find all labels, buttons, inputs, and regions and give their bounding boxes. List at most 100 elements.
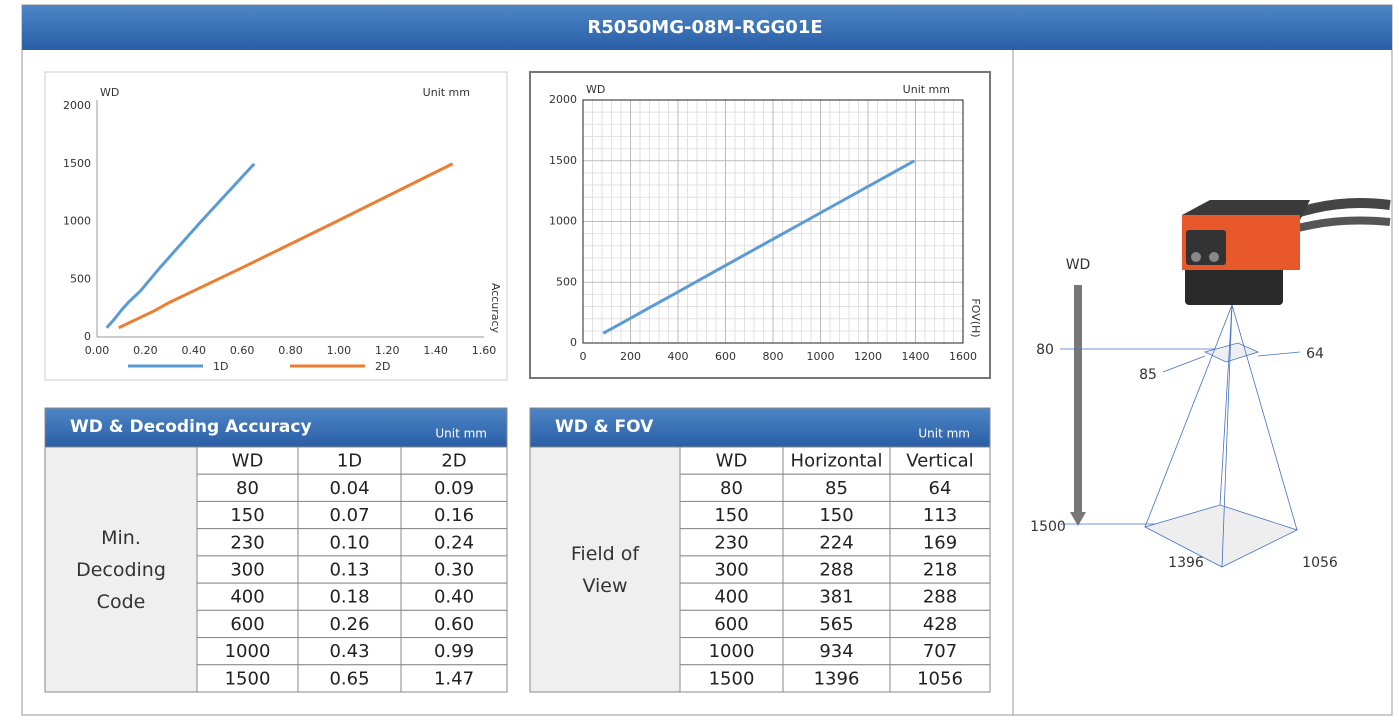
y-axis-label: WD — [586, 83, 605, 96]
table-value: 150 — [819, 505, 853, 526]
table-value: 0.24 — [434, 532, 474, 553]
column-header: 1D — [337, 451, 362, 472]
wd-label: WD — [1066, 257, 1091, 273]
table-value: 300 — [230, 560, 264, 581]
x-tick-label: 400 — [668, 350, 689, 363]
x-tick-label: 1.00 — [327, 344, 352, 357]
table-value: 400 — [230, 587, 264, 608]
row-header-text: Field of View — [530, 447, 680, 692]
x-tick-label: 800 — [763, 350, 784, 363]
x-tick-label: 1200 — [854, 350, 882, 363]
table-value: 288 — [819, 560, 853, 581]
unit-label: Unit mm — [903, 83, 950, 96]
y-tick-label: 1500 — [63, 157, 91, 170]
table-value: 934 — [819, 641, 853, 662]
legend-label: 1D — [213, 360, 228, 373]
table-value: 0.18 — [329, 587, 369, 608]
x-tick-label: 0.40 — [182, 344, 207, 357]
table-value: 230 — [230, 532, 264, 553]
table-value: 0.04 — [329, 478, 369, 499]
table-value: 600 — [714, 614, 748, 635]
x-tick-label: 200 — [620, 350, 641, 363]
table-value: 64 — [929, 478, 952, 499]
table-value: 707 — [923, 641, 957, 662]
table-value: 0.26 — [329, 614, 369, 635]
table-value: 381 — [819, 587, 853, 608]
table-value: 0.07 — [329, 505, 369, 526]
x-tick-label: 600 — [715, 350, 736, 363]
table-value: 1.47 — [434, 668, 474, 689]
x-axis-label: Accuracy — [489, 283, 502, 334]
near-h: 85 — [1139, 367, 1157, 383]
table-value: 0.16 — [434, 505, 474, 526]
x-tick-label: 0.20 — [133, 344, 158, 357]
table-value: 218 — [923, 560, 957, 581]
table-value: 224 — [819, 532, 853, 553]
x-tick-label: 1.20 — [375, 344, 400, 357]
chart-box — [530, 72, 990, 378]
column-header: WD — [232, 451, 264, 472]
table-value: 428 — [923, 614, 957, 635]
table-value: 0.09 — [434, 478, 474, 499]
y-tick-label: 1000 — [549, 215, 577, 228]
x-axis-label: FOV(H) — [969, 298, 982, 337]
x-tick-label: 1400 — [902, 350, 930, 363]
near-wd: 80 — [1036, 342, 1054, 358]
table-unit: Unit mm — [918, 427, 970, 441]
far-v: 1056 — [1302, 555, 1338, 571]
chart-box — [45, 72, 507, 380]
table-value: 85 — [825, 478, 848, 499]
y-tick-label: 0 — [84, 330, 91, 343]
row-header: Min. Decoding Code — [45, 447, 197, 692]
table-value: 1500 — [225, 668, 271, 689]
table-title: WD & Decoding Accuracy — [70, 417, 312, 437]
row-header-text: Min. Decoding Code — [45, 447, 197, 692]
y-tick-label: 500 — [556, 275, 577, 288]
y-tick-label: 0 — [570, 336, 577, 349]
table-value: 1396 — [814, 668, 860, 689]
table-unit: Unit mm — [435, 427, 487, 441]
x-tick-label: 1.40 — [423, 344, 448, 357]
header-title: R5050MG-08M-RGG01E — [587, 17, 822, 38]
table-title: WD & FOV — [555, 417, 654, 437]
table-value: 0.40 — [434, 587, 474, 608]
table-value: 1000 — [225, 641, 271, 662]
y-tick-label: 2000 — [63, 99, 91, 112]
table-value: 150 — [714, 505, 748, 526]
legend-label: 2D — [375, 360, 390, 373]
table-value: 1000 — [709, 641, 755, 662]
column-header: WD — [716, 451, 748, 472]
y-tick-label: 1000 — [63, 215, 91, 228]
table-value: 150 — [230, 505, 264, 526]
x-tick-label: 0.00 — [85, 344, 110, 357]
column-header: Vertical — [906, 451, 973, 472]
table-value: 0.30 — [434, 560, 474, 581]
y-tick-label: 1500 — [549, 154, 577, 167]
table-value: 1056 — [917, 668, 963, 689]
x-tick-label: 0 — [580, 350, 587, 363]
table-value: 0.65 — [329, 668, 369, 689]
table-value: 400 — [714, 587, 748, 608]
x-tick-label: 0.60 — [230, 344, 255, 357]
column-header: 2D — [441, 451, 466, 472]
page: R5050MG-08M-RGG01E WD 80 1500 85 64 1396… — [0, 0, 1399, 720]
table-value: 80 — [236, 478, 259, 499]
far-wd: 1500 — [1030, 519, 1066, 535]
unit-label: Unit mm — [423, 86, 470, 99]
table-value: 0.99 — [434, 641, 474, 662]
far-h: 1396 — [1168, 555, 1204, 571]
table-value: 80 — [720, 478, 743, 499]
table-value: 113 — [923, 505, 957, 526]
table-value: 0.60 — [434, 614, 474, 635]
table-value: 565 — [819, 614, 853, 635]
y-tick-label: 2000 — [549, 93, 577, 106]
table-value: 300 — [714, 560, 748, 581]
column-header: Horizontal — [791, 451, 883, 472]
table-value: 0.13 — [329, 560, 369, 581]
y-tick-label: 500 — [70, 272, 91, 285]
table-value: 600 — [230, 614, 264, 635]
x-tick-label: 1600 — [949, 350, 977, 363]
table-value: 169 — [923, 532, 957, 553]
table-value: 230 — [714, 532, 748, 553]
near-v: 64 — [1306, 346, 1324, 362]
